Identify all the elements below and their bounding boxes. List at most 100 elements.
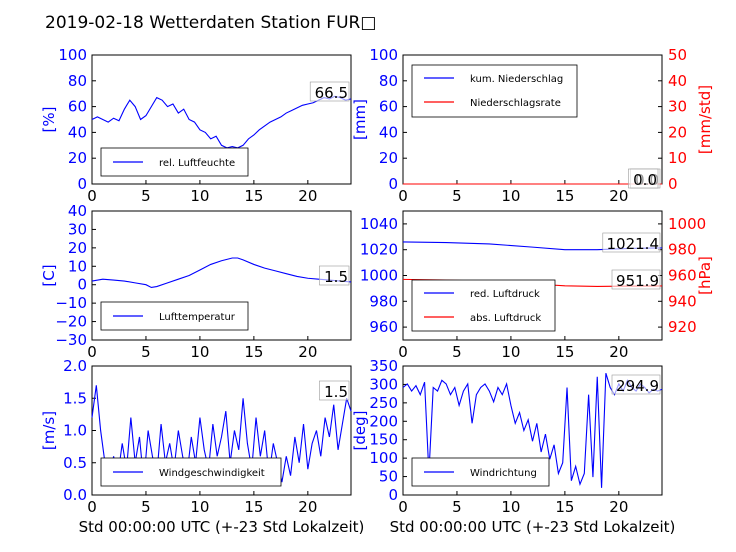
value-readout-box	[602, 232, 661, 253]
y-tick-label-right: 0	[668, 175, 678, 193]
x-tick-label: 5	[452, 343, 462, 361]
y-tick-label: 0.0	[63, 486, 87, 504]
value-readout-box	[611, 374, 661, 395]
value-readout-2-box	[611, 269, 661, 290]
y-tick-label: 1040	[360, 215, 398, 233]
legend: Windgeschwindigkeit	[100, 457, 282, 487]
x-tick-label: 10	[501, 343, 520, 361]
value-readout-2-box	[628, 168, 659, 189]
x-tick-label: 10	[190, 498, 209, 516]
y-tick-label: 960	[369, 318, 398, 336]
y-tick-label: 20	[379, 149, 398, 167]
x-tick-label: 20	[609, 498, 628, 516]
x-tick-label: 20	[609, 343, 628, 361]
y-tick-label: 0	[77, 276, 87, 294]
y-tick-label: 980	[369, 292, 398, 310]
x-tick-label: 15	[244, 498, 263, 516]
x-tick-label: 10	[190, 343, 209, 361]
legend-box	[411, 279, 556, 332]
legend-label: abs. Luftdruck	[470, 313, 541, 324]
value-readout: 294.9	[616, 377, 659, 395]
x-axis-label: Std 00:00:00 UTC (+-23 Std Lokalzeit)	[79, 518, 365, 536]
value-readout-2: 951.9	[616, 272, 659, 290]
legend: Windrichtung	[411, 457, 550, 487]
x-tick-label: 5	[141, 187, 151, 205]
y-tick-label: 0	[77, 175, 87, 193]
y-tick-label: 40	[379, 123, 398, 141]
x-tick-label: 5	[141, 343, 151, 361]
x-tick-label: 15	[555, 187, 574, 205]
legend-label: Windgeschwindigkeit	[159, 468, 265, 479]
value-readout-box	[319, 265, 350, 286]
y-tick-label: 10	[68, 257, 87, 275]
x-tick-label: 15	[244, 343, 263, 361]
legend: Lufttemperatur	[100, 301, 249, 331]
value-readout-box	[309, 81, 350, 102]
x-tick-label: 0	[398, 343, 408, 361]
value-readout: 1021.4	[607, 235, 660, 253]
x-tick-label: 0	[87, 498, 97, 516]
y-tick-label: 40	[68, 202, 87, 220]
y-tick-label: 80	[68, 72, 87, 90]
x-axis-label: Std 00:00:00 UTC (+-23 Std Lokalzeit)	[390, 518, 676, 536]
y-tick-label: 1000	[360, 267, 398, 285]
y-tick-label: 350	[369, 357, 398, 375]
legend-label: rel. Luftfeuchte	[159, 158, 235, 169]
value-readout-box	[319, 380, 350, 401]
legend-label: kum. Niederschlag	[470, 74, 563, 85]
y-axis-label-right: [mm/std]	[696, 85, 714, 154]
y-tick-label: 150	[369, 431, 398, 449]
value-readout: 1.5	[324, 268, 348, 286]
panel-humidity: 0 20 40 60 80 100 0 5 10 15 20 [%] rel. Luftfeuchte 6…	[40, 46, 352, 205]
value-readout-2: 0.0	[633, 171, 657, 189]
y-tick-label: 20	[68, 149, 87, 167]
y-tick-label: 40	[68, 123, 87, 141]
y-tick-label-right: 960	[668, 267, 697, 285]
x-tick-label: 0	[398, 498, 408, 516]
legend: kum. Niederschlag Niederschlagsrate	[411, 64, 578, 118]
y-tick-label: 80	[379, 72, 398, 90]
y-tick-label: 200	[369, 412, 398, 430]
y-tick-label: 50	[379, 468, 398, 486]
x-tick-label: 15	[555, 343, 574, 361]
y-tick-label: 0	[388, 486, 398, 504]
x-tick-label: 10	[190, 187, 209, 205]
x-tick-label: 20	[298, 187, 317, 205]
plot-frame	[402, 365, 663, 496]
y-tick-label: 300	[369, 375, 398, 393]
y-tick-label: 60	[379, 98, 398, 116]
y-axis-label: [m/s]	[40, 411, 58, 450]
y-tick-label-right: 30	[668, 98, 687, 116]
y-tick-label-right: 920	[668, 318, 697, 336]
y-tick-label: 1020	[360, 241, 398, 259]
y-axis-label-right: [hPa]	[696, 256, 714, 295]
x-tick-label: 0	[87, 343, 97, 361]
panel-pressure: 960 980 1000 1020 1040 920 940 960 980 1000 0 5 10 15…	[360, 210, 714, 361]
legend-label: red. Luftdruck	[470, 289, 540, 300]
y-tick-label-right: 10	[668, 149, 687, 167]
x-tick-label: 20	[298, 498, 317, 516]
legend-box	[411, 64, 578, 118]
y-tick-label: 20	[68, 239, 87, 257]
x-tick-label: 20	[609, 187, 628, 205]
value-readout: 1.5	[324, 383, 348, 401]
x-tick-label: 20	[298, 343, 317, 361]
y-tick-label-right: 1000	[668, 215, 706, 233]
legend: red. Luftdruck abs. Luftdruck	[411, 279, 556, 332]
y-tick-label-right: 40	[668, 72, 687, 90]
y-axis-label: [mm]	[351, 99, 369, 140]
y-tick-label: 1.0	[63, 422, 87, 440]
legend: rel. Luftfeuchte	[100, 147, 249, 177]
legend-label: Niederschlagsrate	[470, 98, 561, 109]
y-tick-label: −30	[55, 331, 87, 349]
plot-frame	[91, 210, 352, 341]
legend-label: Lufttemperatur	[159, 312, 236, 323]
y-tick-label: 100	[369, 449, 398, 467]
x-tick-label: 0	[398, 187, 408, 205]
x-tick-label: 10	[501, 187, 520, 205]
y-tick-label: 0.5	[63, 454, 87, 472]
y-axis-label: [deg]	[351, 411, 369, 451]
y-tick-label: 60	[68, 98, 87, 116]
